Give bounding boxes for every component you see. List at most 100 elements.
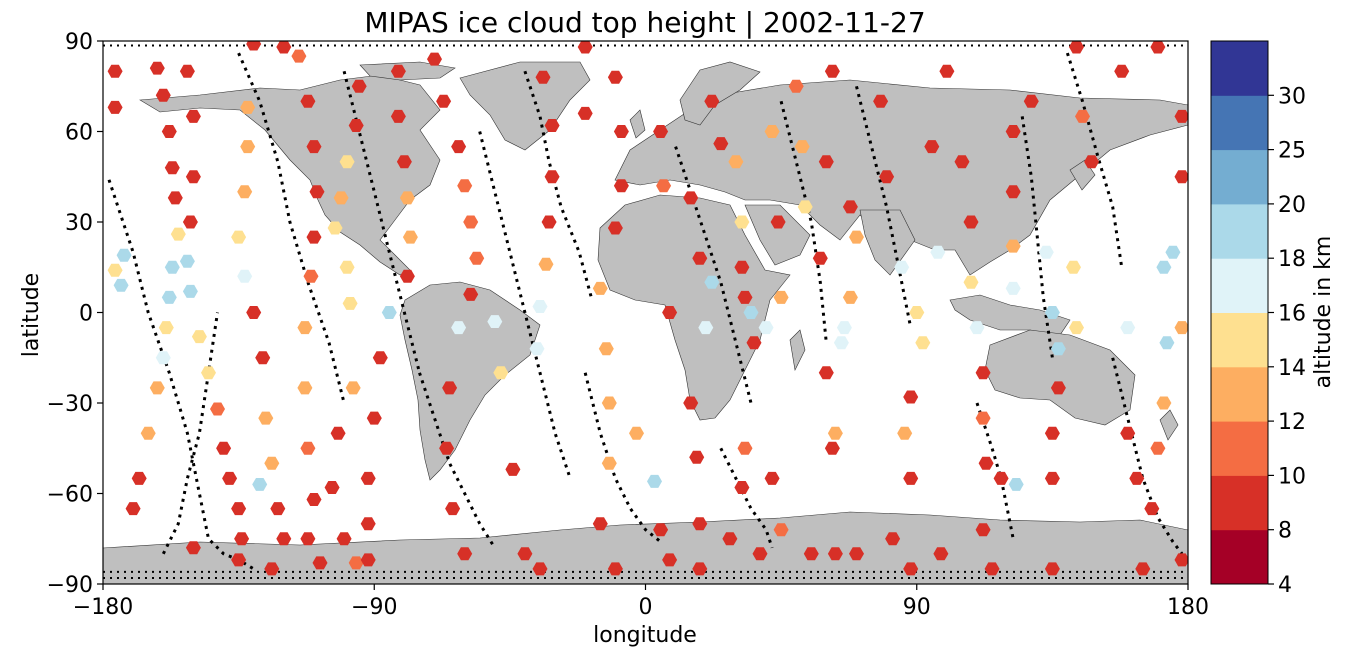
cloud-marker xyxy=(1159,336,1175,350)
cloud-marker xyxy=(728,155,744,169)
cloud-marker xyxy=(836,321,852,335)
cloud-marker xyxy=(613,125,629,138)
cloud-marker xyxy=(457,179,473,193)
colorbar-segment xyxy=(1211,421,1268,476)
colorbar-segment xyxy=(1211,149,1268,205)
cloud-marker xyxy=(529,342,545,356)
cloud-marker xyxy=(348,556,364,570)
cloud-marker xyxy=(258,411,274,425)
cloud-marker xyxy=(737,290,753,304)
cloud-marker xyxy=(1069,321,1084,335)
cloud-marker xyxy=(743,306,759,319)
cloud-marker xyxy=(179,254,195,268)
land-arctic-islands xyxy=(359,61,456,81)
cloud-marker xyxy=(963,215,979,229)
cloud-marker xyxy=(185,109,201,123)
cloud-marker xyxy=(577,106,593,120)
cloud-marker xyxy=(1120,321,1136,335)
land-africa xyxy=(597,194,791,421)
land-north-america xyxy=(139,74,441,276)
colorbar-ticks: 4 8 10 12 14 16 18 20 25 30 xyxy=(1268,84,1306,598)
cloud-marker xyxy=(155,88,171,102)
orbit-track xyxy=(779,100,828,343)
cloud-marker xyxy=(770,215,786,229)
colorbar-tick-label: 18 xyxy=(1278,247,1306,272)
cloud-marker xyxy=(222,471,238,485)
cloud-marker xyxy=(131,471,147,485)
cloud-marker xyxy=(662,306,678,319)
cloud-marker xyxy=(794,140,810,154)
x-axis-label: longitude xyxy=(593,623,697,648)
cloud-marker xyxy=(351,79,367,93)
cloud-marker xyxy=(107,64,123,78)
land-uk xyxy=(629,109,646,139)
cloud-marker xyxy=(149,61,165,75)
orbit-tracks xyxy=(103,44,1188,579)
cloud-marker xyxy=(493,366,509,380)
colorbar-label: altitude in km xyxy=(1311,236,1336,389)
cloud-marker xyxy=(216,441,232,455)
cloud-marker xyxy=(360,553,376,567)
land-eurasia xyxy=(614,79,1188,276)
cloud-marker xyxy=(1150,41,1166,54)
cloud-marker xyxy=(601,456,617,470)
cloud-marker xyxy=(827,426,843,440)
colorbar-segment xyxy=(1211,529,1268,585)
cloud-marker xyxy=(535,70,551,84)
cloud-marker xyxy=(894,260,910,274)
cloud-marker xyxy=(457,547,473,561)
cloud-marker xyxy=(451,321,467,335)
cloud-marker xyxy=(116,248,132,262)
cloud-marker xyxy=(975,411,991,425)
cloud-marker xyxy=(818,366,834,380)
cloud-marker xyxy=(963,275,979,289)
cloud-marker xyxy=(255,351,271,365)
cloud-marker xyxy=(1156,260,1172,274)
orbit-track xyxy=(1020,116,1054,359)
cloud-marker xyxy=(396,155,412,169)
cloud-markers xyxy=(107,41,1188,576)
cloud-marker xyxy=(629,426,644,440)
cloud-marker xyxy=(734,481,750,494)
cloud-marker xyxy=(297,321,313,335)
cloud-marker xyxy=(842,290,858,304)
cloud-marker xyxy=(818,155,834,169)
orbit-track xyxy=(478,131,572,479)
cloud-marker xyxy=(231,230,247,244)
cloud-marker xyxy=(939,64,955,78)
cloud-marker xyxy=(764,125,780,138)
cloud-marker xyxy=(607,70,623,84)
colorbar-segment xyxy=(1211,41,1268,96)
x-axis-ticks: −180 −90 0 90 180 xyxy=(73,584,1209,620)
x-tick-label: −90 xyxy=(351,595,397,620)
cloud-marker xyxy=(463,287,479,301)
cloud-marker xyxy=(297,381,313,395)
cloud-marker xyxy=(1174,109,1188,123)
cloud-marker xyxy=(270,502,286,516)
cloud-marker xyxy=(237,269,253,283)
cloud-marker xyxy=(164,260,180,274)
cloud-marker xyxy=(399,269,415,283)
colorbar-segment xyxy=(1211,366,1268,422)
cloud-marker xyxy=(1069,41,1084,54)
cloud-marker xyxy=(1050,381,1066,395)
cloud-marker xyxy=(149,381,165,395)
land-masses xyxy=(103,61,1188,584)
cloud-marker xyxy=(291,49,307,63)
cloud-marker xyxy=(897,426,913,440)
cloud-marker xyxy=(125,502,141,516)
cloud-marker xyxy=(252,478,268,491)
cloud-marker xyxy=(827,547,843,561)
cloud-marker xyxy=(348,119,364,132)
cloud-marker xyxy=(689,450,705,464)
cloud-marker xyxy=(264,456,280,470)
x-tick-label: −180 xyxy=(73,595,133,620)
cloud-marker xyxy=(306,493,322,506)
cloud-marker xyxy=(737,441,753,455)
cloud-marker xyxy=(167,191,183,205)
cloud-marker xyxy=(1150,441,1166,455)
colorbar-tick-label: 30 xyxy=(1278,84,1306,109)
cloud-marker xyxy=(451,140,467,154)
cloud-marker xyxy=(734,215,750,229)
cloud-marker xyxy=(300,94,316,108)
